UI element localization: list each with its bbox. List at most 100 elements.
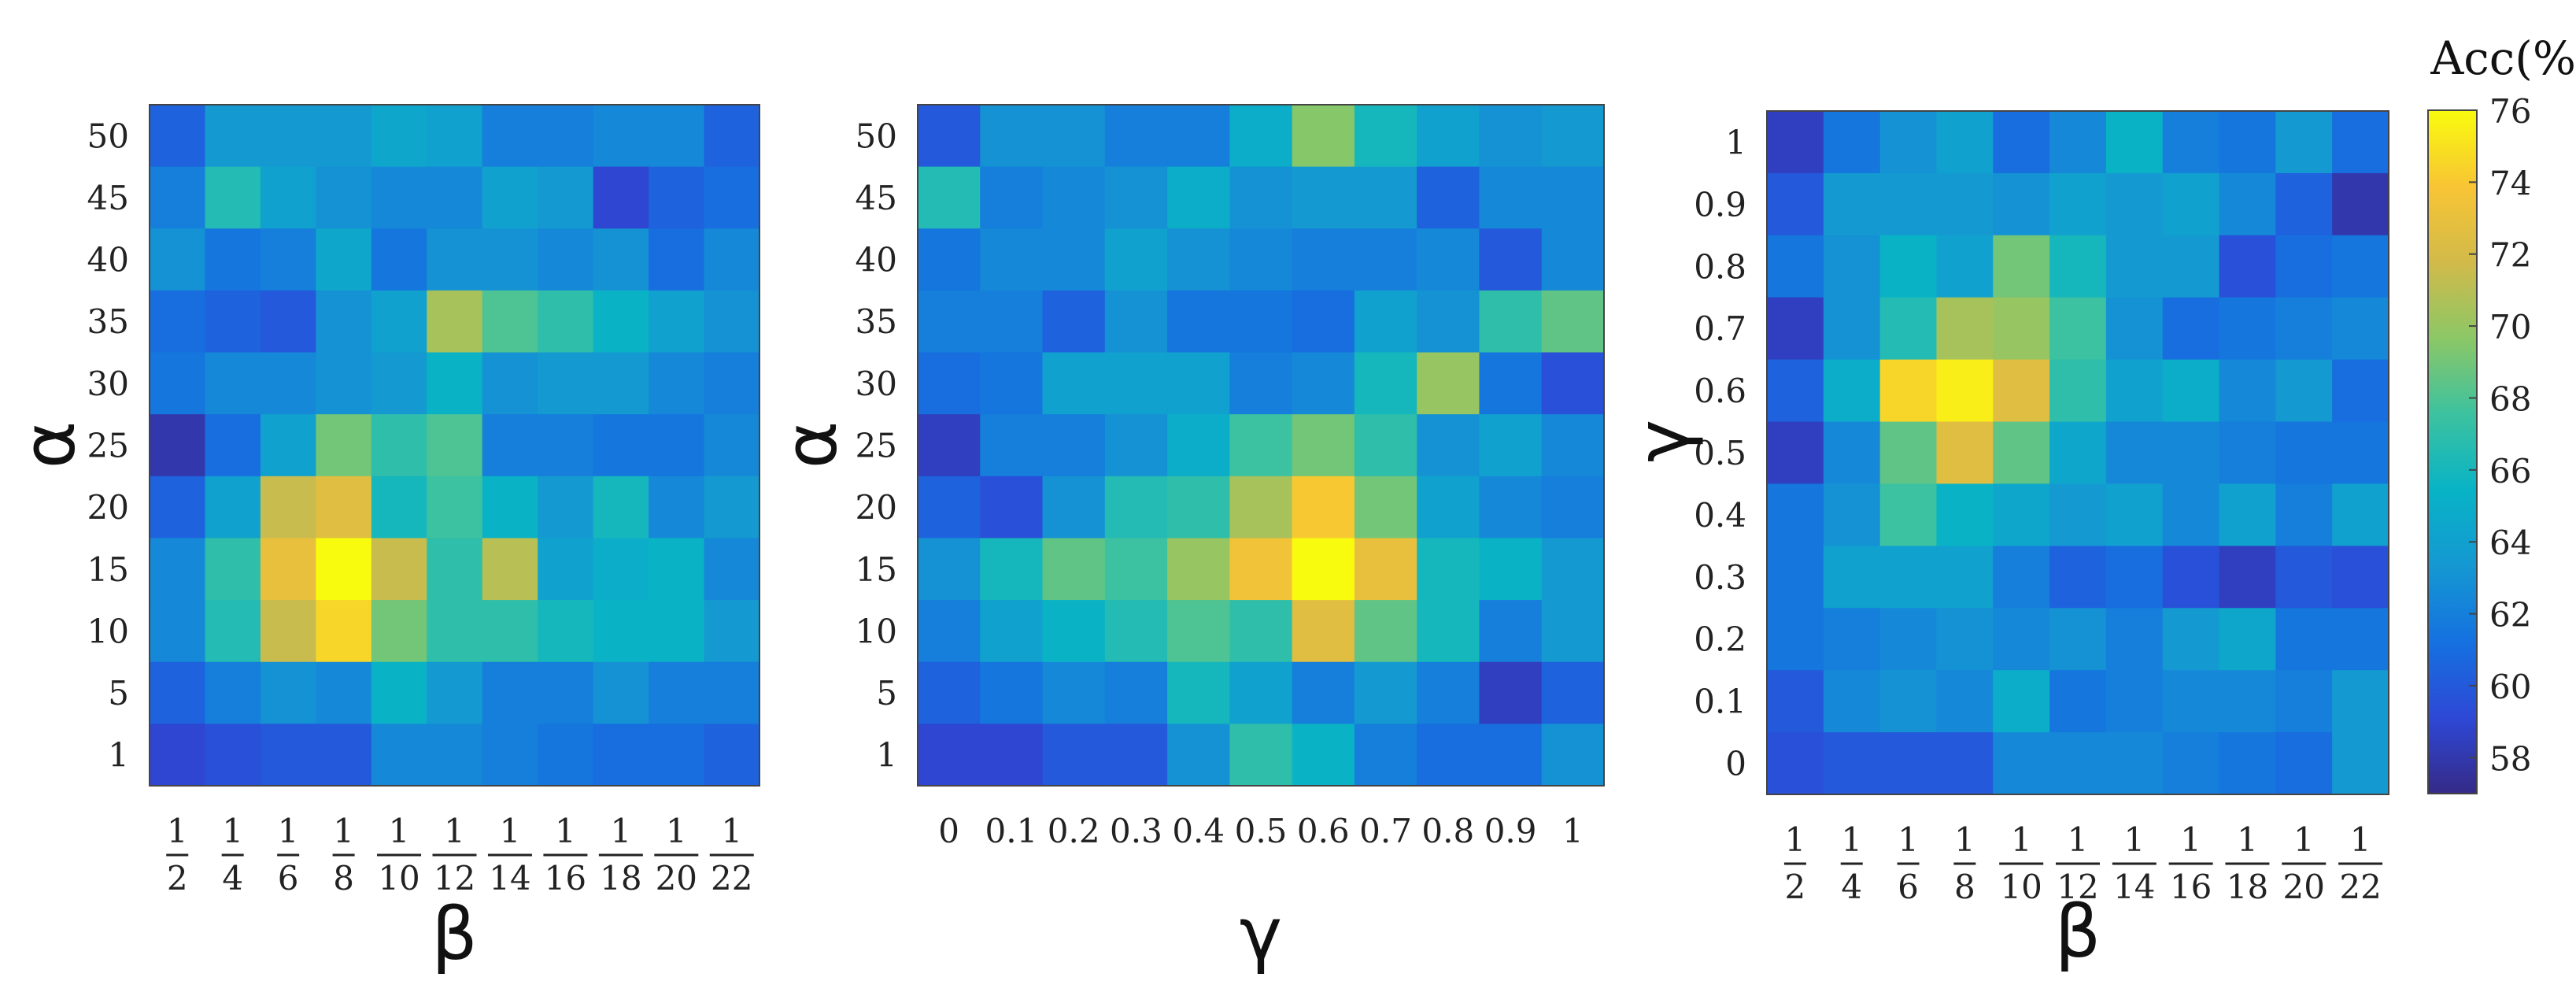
colorbar-tick-label: 58 bbox=[2489, 739, 2531, 778]
heatmap-cell bbox=[2332, 111, 2389, 174]
heatmap-cell bbox=[150, 414, 206, 477]
y-tick-label: 30 bbox=[87, 365, 129, 403]
heatmap-cell bbox=[482, 724, 538, 787]
heatmap-cell bbox=[538, 538, 594, 601]
heatmap-cell bbox=[260, 290, 316, 353]
heatmap-cell bbox=[371, 476, 427, 539]
colorbar-gradient bbox=[2427, 109, 2478, 794]
heatmap-cell bbox=[1479, 290, 1543, 353]
heatmap-cell bbox=[1292, 352, 1355, 415]
heatmap-cell bbox=[371, 228, 427, 291]
colorbar-tick-label: 70 bbox=[2489, 308, 2531, 346]
heatmap-cell bbox=[1479, 352, 1543, 415]
heatmap-cell bbox=[2219, 235, 2276, 298]
heatmap-cell bbox=[1417, 105, 1480, 168]
heatmap-cell bbox=[593, 105, 649, 168]
heatmap-cell bbox=[482, 352, 538, 415]
heatmap-cell bbox=[2275, 235, 2333, 298]
y-tick-label: 10 bbox=[87, 612, 129, 650]
heatmap-cell bbox=[1767, 297, 1824, 361]
heatmap-cell bbox=[980, 661, 1044, 724]
heatmap-cell bbox=[1229, 414, 1293, 477]
heatmap-cell bbox=[205, 538, 261, 601]
y-tick-label: 25 bbox=[87, 427, 129, 465]
heatmap-cell bbox=[2162, 235, 2220, 298]
colorbar-tick-label: 72 bbox=[2489, 236, 2531, 275]
heatmap-cell bbox=[918, 166, 981, 229]
heatmap-panel-3: 10.90.80.70.60.50.40.30.20.1012141618110… bbox=[1621, 110, 2389, 974]
heatmap-cell bbox=[649, 105, 705, 168]
heatmap-cell bbox=[1879, 359, 1938, 423]
heatmap-cell bbox=[1936, 670, 1994, 733]
heatmap-cell bbox=[1417, 414, 1480, 477]
heatmap-cell bbox=[593, 414, 649, 477]
y-tick-label: 45 bbox=[87, 179, 129, 217]
heatmap-cell bbox=[1292, 105, 1355, 168]
heatmap-cell bbox=[918, 228, 981, 291]
heatmap-cell bbox=[427, 228, 483, 291]
heatmap-cell bbox=[260, 414, 316, 477]
heatmap-cell bbox=[2275, 111, 2333, 174]
x-tick-numerator: 1 bbox=[666, 812, 687, 850]
heatmap-cell bbox=[371, 538, 427, 601]
heatmap-cell bbox=[1936, 421, 1994, 485]
heatmap-cell bbox=[1879, 546, 1938, 609]
heatmap-cell bbox=[1104, 228, 1168, 291]
heatmap-cell bbox=[1767, 111, 1824, 174]
heatmap-cell bbox=[427, 661, 483, 724]
heatmap-cell bbox=[2332, 670, 2389, 733]
heatmap-cell bbox=[482, 414, 538, 477]
heatmap-cell bbox=[2332, 297, 2389, 361]
x-tick-numerator: 1 bbox=[278, 812, 299, 850]
heatmap-cell bbox=[2049, 608, 2107, 671]
heatmap-cell bbox=[980, 166, 1044, 229]
heatmap-cell bbox=[1993, 546, 2050, 609]
heatmap-cell bbox=[2332, 421, 2389, 485]
heatmap-cell bbox=[538, 476, 594, 539]
heatmap-cell bbox=[918, 476, 981, 539]
x-tick-numerator: 1 bbox=[1785, 820, 1806, 859]
heatmap-panel-1: 5045403530252015105112141618110112114116… bbox=[7, 104, 760, 976]
heatmap-cell bbox=[1823, 483, 1881, 546]
heatmap-cell bbox=[260, 538, 316, 601]
heatmap-cell bbox=[1823, 732, 1881, 795]
heatmap-cell bbox=[1479, 724, 1543, 787]
heatmap-cell bbox=[2275, 732, 2333, 795]
heatmap-cell bbox=[1936, 111, 1994, 174]
heatmap-cell bbox=[150, 661, 206, 724]
heatmap-cell bbox=[593, 538, 649, 601]
heatmap-cell bbox=[1167, 661, 1230, 724]
heatmap-cell bbox=[980, 414, 1044, 477]
heatmap-cell bbox=[2275, 421, 2333, 485]
x-tick-denominator: 14 bbox=[2113, 868, 2155, 906]
heatmap-cell bbox=[2105, 483, 2164, 546]
heatmap-cell bbox=[538, 661, 594, 724]
x-tick-label: 0 bbox=[938, 812, 959, 850]
x-tick-numerator: 1 bbox=[444, 812, 465, 850]
heatmap-cell bbox=[593, 352, 649, 415]
y-tick-label: 0.5 bbox=[1694, 434, 1746, 472]
x-tick-numerator: 1 bbox=[333, 812, 354, 850]
heatmap-cell bbox=[2332, 732, 2389, 795]
heatmap-cell bbox=[205, 600, 261, 663]
heatmap-cell bbox=[1767, 732, 1824, 795]
heatmap-cell bbox=[260, 724, 316, 787]
x-tick-numerator: 1 bbox=[1841, 820, 1862, 859]
heatmap-cell bbox=[260, 600, 316, 663]
heatmap-cell bbox=[1993, 421, 2050, 485]
x-tick-denominator: 22 bbox=[2339, 868, 2381, 906]
heatmap-cell bbox=[1879, 421, 1938, 485]
x-tick-denominator: 2 bbox=[167, 859, 188, 898]
x-tick-denominator: 4 bbox=[222, 859, 243, 898]
heatmap-cell bbox=[918, 414, 981, 477]
x-tick-denominator: 10 bbox=[2000, 868, 2042, 906]
x-axis-label: β bbox=[2055, 890, 2101, 974]
heatmap-cell bbox=[918, 105, 981, 168]
heatmap-cell bbox=[1354, 228, 1417, 291]
heatmap-cell bbox=[1042, 290, 1106, 353]
y-tick-label: 0.3 bbox=[1694, 558, 1746, 597]
heatmap-cell bbox=[704, 352, 760, 415]
heatmap-cell bbox=[2332, 359, 2389, 423]
heatmap-cell bbox=[1104, 538, 1168, 601]
heatmap-cell bbox=[1042, 724, 1106, 787]
